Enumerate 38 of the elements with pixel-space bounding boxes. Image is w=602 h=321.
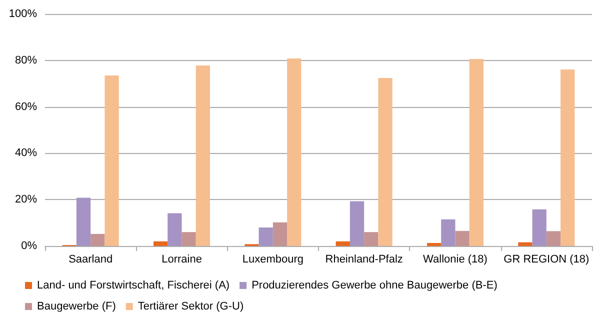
bar [560, 69, 575, 246]
x-tick-label: Rheinland-Pfalz [325, 254, 403, 266]
bar [153, 241, 168, 246]
bar [336, 241, 350, 246]
x-tick-label: Saarland [68, 254, 113, 266]
bar [168, 213, 182, 246]
bar [426, 242, 442, 246]
bar [469, 59, 484, 246]
legend-label: Land- und Forstwirtschaft, Fischerei (A) [37, 280, 230, 292]
bar [182, 232, 196, 246]
bar [90, 234, 105, 246]
legend-label: Baugewerbe (F) [37, 300, 116, 312]
bar [350, 201, 364, 246]
bar [104, 75, 119, 246]
y-tick-label: 60% [14, 100, 38, 113]
y-tick-label: 40% [14, 147, 38, 160]
bar [272, 222, 288, 246]
bar [441, 219, 456, 246]
legend-label: Produzierendes Gewerbe ohne Baugewerbe (B-E) [252, 280, 498, 292]
y-tick-label: 20% [14, 194, 38, 206]
legend-label: Tertiärer Sektor (G-U) [138, 300, 244, 312]
y-tick-label: 80% [14, 54, 38, 66]
x-tick-label: Wallonie (18) [423, 254, 488, 266]
bar [287, 58, 302, 246]
bar [518, 242, 532, 246]
bar [258, 227, 273, 246]
bar [546, 231, 561, 246]
x-tick-label: Luxembourg [242, 254, 304, 266]
x-tick-label: GR REGION (18) [504, 254, 590, 266]
y-tick-label: 100% [8, 8, 38, 20]
bar [532, 209, 546, 246]
y-tick-label: 0% [21, 240, 38, 252]
bar [378, 78, 392, 246]
bar [455, 230, 470, 246]
bar [196, 66, 210, 246]
bar [76, 198, 91, 246]
x-tick-label: Lorraine [162, 254, 202, 266]
bar [364, 232, 378, 246]
